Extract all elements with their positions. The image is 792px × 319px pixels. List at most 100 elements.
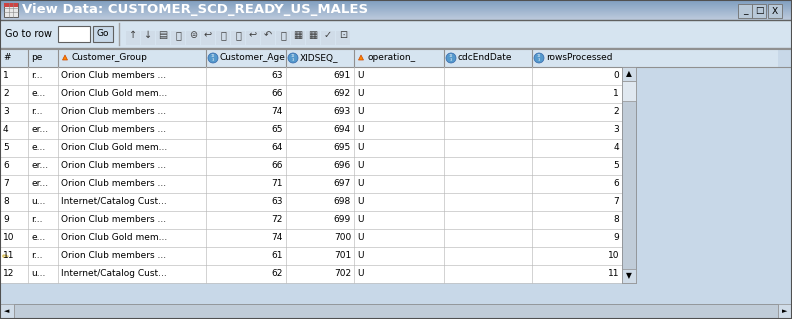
Text: 695: 695 [333,144,351,152]
Bar [186,31,200,45]
Text: 3: 3 [613,125,619,135]
Text: ▦: ▦ [308,30,318,40]
Text: 62: 62 [272,270,283,278]
Text: □: □ [755,6,763,16]
Text: U: U [357,71,364,80]
Text: U: U [357,125,364,135]
Bar [261,31,275,45]
Bar [0,211,622,229]
Bar [171,31,185,45]
Text: ▼: ▼ [626,271,632,280]
Text: Customer_Age: Customer_Age [220,54,286,63]
Text: Customer_Group: Customer_Group [72,54,148,63]
Text: Go: Go [97,29,109,39]
Text: U: U [357,108,364,116]
Text: er...: er... [31,161,48,170]
Text: 1: 1 [613,90,619,99]
Text: 702: 702 [334,270,351,278]
Bar [14,304,778,318]
Text: ⊜: ⊜ [189,30,197,40]
Bar [738,4,752,18]
Text: r...: r... [31,216,43,225]
Text: Orion Club members ...: Orion Club members ... [61,71,166,80]
Text: 693: 693 [333,108,351,116]
Bar [0,5,792,6]
Bar [336,31,350,45]
Text: ▦: ▦ [293,30,303,40]
Bar [306,31,320,45]
Text: Internet/Catalog Cust...: Internet/Catalog Cust... [61,270,167,278]
Text: ⬛: ⬛ [280,30,286,40]
Text: r...: r... [31,108,43,116]
Text: 2: 2 [3,90,9,99]
Bar [0,20,792,48]
Text: e...: e... [31,90,45,99]
Bar [0,18,792,19]
Circle shape [208,53,218,63]
Bar [0,157,622,175]
Text: pe: pe [31,54,43,63]
Bar [0,4,792,5]
Text: 61: 61 [272,251,283,261]
Bar [0,283,792,319]
Text: Orion Club members ...: Orion Club members ... [61,108,166,116]
Text: 3: 3 [3,108,9,116]
Text: 63: 63 [272,71,283,80]
Bar [0,247,622,265]
Text: 1: 1 [3,71,9,80]
Text: ►: ► [782,308,788,314]
Polygon shape [63,55,67,60]
Bar [276,31,290,45]
Text: ▲: ▲ [626,70,632,78]
Circle shape [534,53,544,63]
Text: e...: e... [31,144,45,152]
Text: ⬛: ⬛ [175,30,181,40]
Text: ↓: ↓ [144,30,152,40]
Bar [0,14,792,15]
Bar [768,4,782,18]
Text: U: U [357,161,364,170]
Bar [93,26,113,42]
Bar [246,31,260,45]
Text: U: U [357,197,364,206]
Text: Go to row: Go to row [5,29,52,39]
Text: er...: er... [31,180,48,189]
Text: 691: 691 [333,71,351,80]
Bar [622,269,636,283]
Bar [321,31,335,45]
Text: U: U [357,90,364,99]
Bar [0,175,622,193]
Bar [0,12,792,13]
Text: 12
3: 12 3 [537,54,541,62]
Bar [0,49,778,67]
Text: 6: 6 [613,180,619,189]
Text: 4: 4 [3,125,9,135]
Text: 66: 66 [272,90,283,99]
Text: er...: er... [31,125,48,135]
Bar [0,85,622,103]
Bar [0,17,792,18]
Text: Orion Club members ...: Orion Club members ... [61,180,166,189]
Bar [0,7,792,8]
Text: U: U [357,216,364,225]
Text: Internet/Catalog Cust...: Internet/Catalog Cust... [61,197,167,206]
Text: e...: e... [31,234,45,242]
Text: 2: 2 [613,108,619,116]
Text: u...: u... [31,197,45,206]
Bar [0,265,622,283]
Text: 74: 74 [272,234,283,242]
Text: 698: 698 [333,197,351,206]
Text: r...: r... [31,251,43,261]
Bar [58,26,90,42]
Text: ▤: ▤ [158,30,168,40]
Text: 66: 66 [272,161,283,170]
Text: 72: 72 [272,216,283,225]
Text: 11: 11 [607,270,619,278]
Text: 8: 8 [613,216,619,225]
Text: 12
3: 12 3 [211,54,215,62]
Text: ⬛: ⬛ [220,30,226,40]
Text: 699: 699 [333,216,351,225]
Bar [0,10,792,11]
Bar [216,31,230,45]
Text: 697: 697 [333,180,351,189]
